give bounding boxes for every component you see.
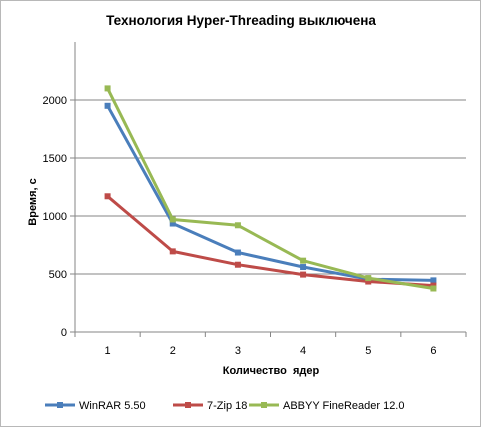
- legend: WinRAR 5.50 7-Zip 18 ABBYY FineReader 12.0: [45, 400, 404, 412]
- data-point: [169, 220, 176, 227]
- y-tick-label: 2000: [43, 95, 67, 107]
- series-1: [104, 102, 437, 284]
- legend-swatch-marker: [261, 402, 267, 408]
- legend-item-2: 7-Zip 18: [173, 400, 247, 412]
- legend-swatch-marker: [185, 402, 191, 408]
- y-tick-label: 500: [49, 269, 67, 281]
- x-tick-label: 5: [365, 345, 371, 357]
- legend-item-3: ABBYY FineReader 12.0: [249, 400, 404, 412]
- x-tick-label: 6: [430, 345, 436, 357]
- data-point: [104, 85, 111, 92]
- series-layer: [104, 85, 437, 292]
- x-tick-label: 3: [235, 345, 241, 357]
- legend-item-1: WinRAR 5.50: [45, 400, 146, 412]
- chart-title: Технология Hyper-Threading выключена: [106, 13, 376, 28]
- data-point: [430, 277, 437, 284]
- x-tick-label: 1: [105, 345, 111, 357]
- grid-layer: [75, 99, 466, 275]
- data-point: [365, 275, 372, 282]
- data-point: [300, 271, 307, 278]
- data-point: [234, 222, 241, 229]
- data-point: [104, 102, 111, 109]
- x-axis-label: Количество ядер: [223, 365, 320, 377]
- legend-swatch-marker: [57, 402, 63, 408]
- data-point: [365, 278, 372, 285]
- data-point: [430, 285, 437, 292]
- series-3: [104, 85, 437, 292]
- data-point: [234, 261, 241, 268]
- axis-layer: 0 500 1000 1500 2000 1 2 3 4 5 6: [43, 42, 467, 357]
- x-tick-label: 2: [170, 345, 176, 357]
- data-point: [104, 193, 111, 200]
- data-point: [300, 264, 307, 271]
- x-tick-label: 4: [300, 345, 306, 357]
- legend-label: ABBYY FineReader 12.0: [283, 400, 404, 412]
- series-line: [106, 195, 434, 288]
- data-point: [169, 216, 176, 223]
- legend-label: 7-Zip 18: [207, 400, 247, 412]
- data-point: [300, 257, 307, 264]
- y-axis-label: Время, с: [27, 178, 39, 225]
- y-tick-label: 1000: [43, 211, 67, 223]
- data-point: [169, 248, 176, 255]
- y-tick-label: 1500: [43, 153, 67, 165]
- series-line: [106, 105, 434, 282]
- data-point: [234, 249, 241, 256]
- y-tick-label: 0: [61, 327, 67, 339]
- series-line: [106, 87, 434, 290]
- legend-label: WinRAR 5.50: [79, 400, 146, 412]
